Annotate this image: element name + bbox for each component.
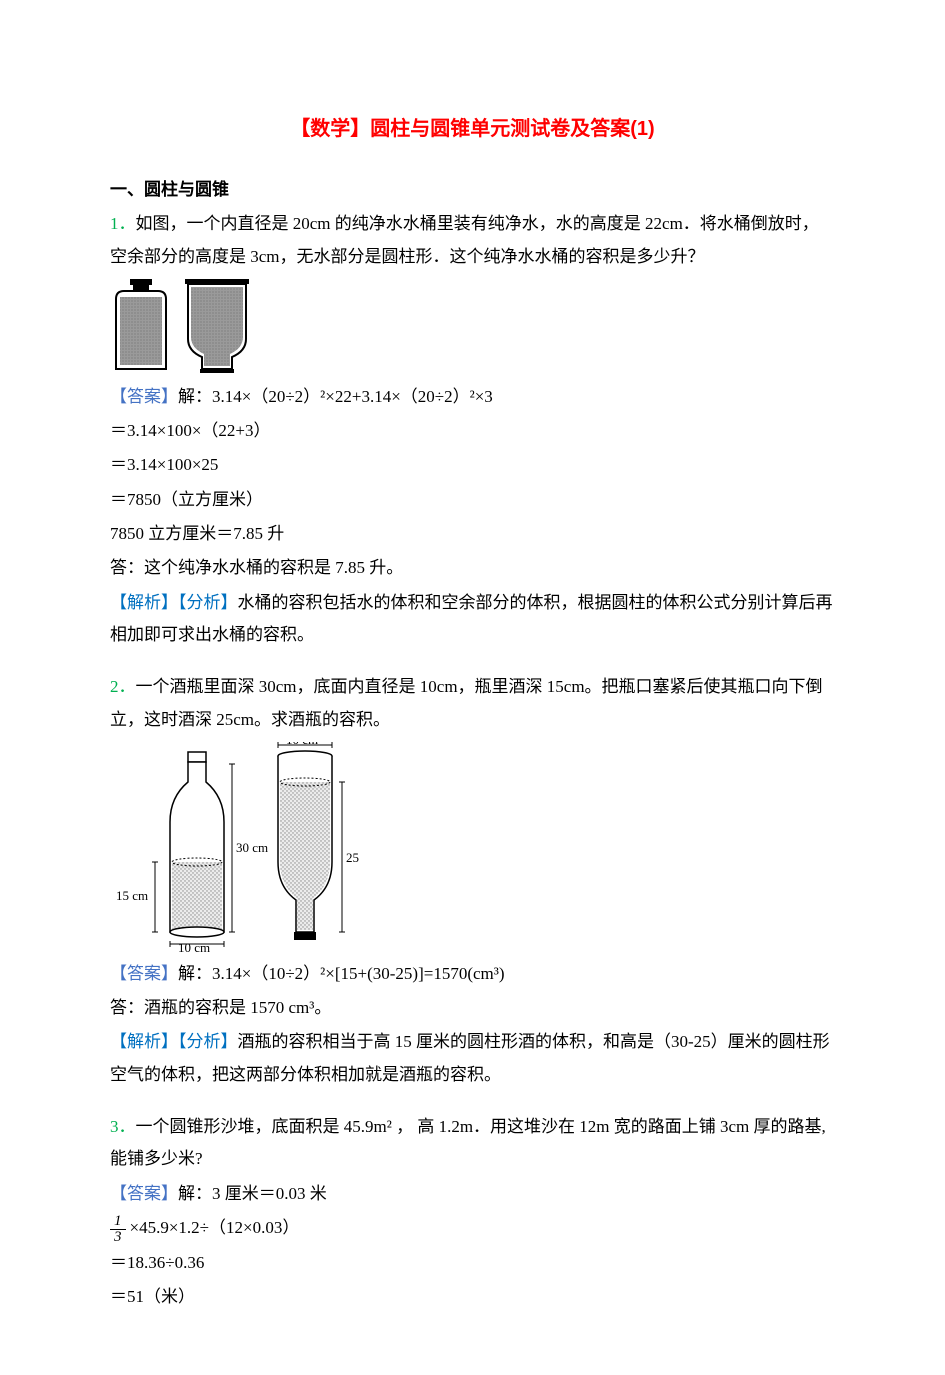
answer-label: 【答案】 [110,1184,178,1203]
q3-answer-text-1: ×45.9×1.2÷（12×0.03） [130,1218,300,1237]
analysis-sub-label: 【分析】 [178,593,238,612]
q2-label-30cm: 30 cm [236,840,268,855]
q2-text: 一个酒瓶里面深 30cm，底面内直径是 10cm，瓶里酒深 15cm。把瓶口塞紧… [110,677,823,728]
q2-answer-line-1: 答：酒瓶的容积是 1570 cm³。 [110,992,835,1024]
q1-text: 如图，一个内直径是 20cm 的纯净水水桶里装有纯净水，水的高度是 22cm．将… [110,214,819,265]
q1-question: 1．如图，一个内直径是 20cm 的纯净水水桶里装有纯净水，水的高度是 22cm… [110,208,835,273]
q3-answer-line-3: ＝51（米） [110,1281,835,1313]
q1-analysis: 【解析】【分析】水桶的容积包括水的体积和空余部分的体积，根据圆柱的体积公式分别计… [110,587,835,652]
q3-question: 3．一个圆锥形沙堆，底面积是 45.9m² ， 高 1.2m．用这堆沙在 12m… [110,1111,835,1176]
q3-answer-line-1: 1 3 ×45.9×1.2÷（12×0.03） [110,1212,835,1245]
q1-answer-line-2: ＝3.14×100×25 [110,449,835,481]
q3-text: 一个圆锥形沙堆，底面积是 45.9m² ， 高 1.2m．用这堆沙在 12m 宽… [110,1117,826,1168]
q2-number: 2． [110,677,136,696]
q1-answer-line-4: 7850 立方厘米＝7.85 升 [110,518,835,550]
q1-answer-line-3: ＝7850（立方厘米） [110,484,835,516]
q2-label-15cm: 15 cm [116,888,148,903]
q3-answer-line-0: 【答案】解：3 厘米＝0.03 米 [110,1178,835,1210]
q2-answer-text-0: 解：3.14×（10÷2）²×[15+(30-25)]=1570(cm³) [178,964,505,983]
analysis-label: 【解析】 [110,593,178,612]
q3-number: 3． [110,1117,136,1136]
q2-figure: 15 cm 30 cm 10 cm [110,742,835,952]
analysis-sub-label: 【分析】 [178,1032,238,1051]
q1-answer-line-1: ＝3.14×100×（22+3） [110,415,835,447]
q2-label-25cm: 25 cm [346,850,360,865]
q2-question: 2．一个酒瓶里面深 30cm，底面内直径是 10cm，瓶里酒深 15cm。把瓶口… [110,671,835,736]
q2-answer-line-0: 【答案】解：3.14×（10÷2）²×[15+(30-25)]=1570(cm³… [110,958,835,990]
analysis-label: 【解析】 [110,1032,178,1051]
q1-answer-text-0: 解：3.14×（20÷2）²×22+3.14×（20÷2）²×3 [178,387,493,406]
q1-answer-line-0: 【答案】解：3.14×（20÷2）²×22+3.14×（20÷2）²×3 [110,381,835,413]
q2-analysis: 【解析】【分析】酒瓶的容积相当于高 15 厘米的圆柱形酒的体积，和高是（30-2… [110,1026,835,1091]
q1-figure [110,279,835,375]
fraction-one-third: 1 3 [110,1214,126,1245]
frac-num: 1 [110,1214,126,1230]
q1-number: 1． [110,214,136,233]
q1-bottle-inverted-icon [182,279,252,375]
frac-den: 3 [110,1230,126,1245]
q2-label-top10cm: 10 cm [286,742,318,747]
section-heading: 一、圆柱与圆锥 [110,174,835,206]
q1-answer-line-5: 答：这个纯净水水桶的容积是 7.85 升。 [110,552,835,584]
q3-answer-line-2: ＝18.36÷0.36 [110,1247,835,1279]
answer-label: 【答案】 [110,964,178,983]
q3-answer-text-0: 解：3 厘米＝0.03 米 [178,1184,327,1203]
doc-title: 【数学】圆柱与圆锥单元测试卷及答案(1) [110,110,835,148]
answer-label: 【答案】 [110,387,178,406]
q2-bottles-icon: 15 cm 30 cm 10 cm [110,742,360,952]
q2-label-base10cm: 10 cm [178,940,210,952]
q1-bottle-upright-icon [110,279,172,375]
